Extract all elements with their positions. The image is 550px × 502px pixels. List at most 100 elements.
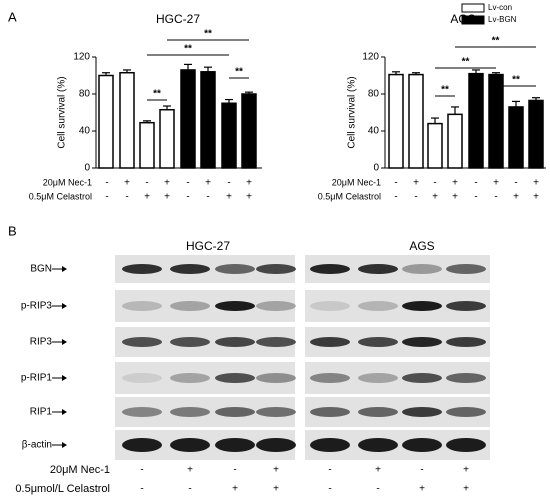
band: [402, 301, 442, 311]
band: [122, 337, 162, 347]
condition-sign: +: [164, 178, 170, 189]
band: [122, 407, 162, 417]
y-tick-label: 120: [73, 52, 90, 63]
condition-sign: -: [420, 465, 423, 476]
band: [256, 264, 296, 274]
band: [256, 407, 296, 417]
band: [256, 373, 296, 383]
bar: [159, 108, 175, 169]
y-tick-label: 0: [84, 163, 90, 174]
band: [358, 264, 398, 274]
condition-label: 20μM Nec-1: [332, 177, 381, 187]
band: [122, 438, 162, 452]
condition-sign: -: [494, 192, 497, 203]
y-tick-label: 80: [368, 89, 380, 100]
condition-sign: +: [246, 178, 252, 189]
y-axis-label: Cell survival (%): [347, 76, 358, 148]
band: [358, 438, 398, 452]
significance-label: **: [462, 57, 470, 68]
panel-label: B: [8, 223, 17, 238]
legend-label: Lv-con: [488, 3, 512, 12]
condition-sign: -: [328, 465, 331, 476]
bar: [528, 99, 544, 169]
condition-sign: -: [206, 192, 209, 203]
condition-label: 20μM Nec-1: [43, 177, 92, 187]
band: [402, 438, 442, 452]
condition-sign: -: [233, 465, 236, 476]
condition-sign: -: [414, 192, 417, 203]
bar: [180, 69, 196, 169]
condition-sign: +: [273, 484, 279, 495]
legend-swatch: [461, 15, 485, 25]
bar: [427, 122, 443, 169]
band: [358, 337, 398, 347]
band: [170, 301, 210, 311]
condition-sign: -: [140, 484, 143, 495]
condition-sign: +: [375, 465, 381, 476]
band: [358, 301, 398, 311]
condition-sign: +: [232, 484, 238, 495]
bar: [119, 71, 135, 169]
y-axis-label: Cell survival (%): [57, 76, 68, 148]
condition-sign: +: [226, 192, 232, 203]
band: [402, 407, 442, 417]
arrow-head: [62, 442, 67, 448]
condition-sign: -: [394, 178, 397, 189]
band: [446, 264, 486, 274]
band: [446, 438, 486, 452]
band: [122, 264, 162, 274]
y-tick-label: 40: [79, 126, 91, 137]
band: [215, 438, 255, 452]
bar: [200, 71, 216, 169]
blot-strip: [115, 362, 295, 394]
condition-label: 0.5μM Celastrol: [29, 191, 92, 201]
arrow-head: [62, 339, 67, 345]
condition-sign: -: [186, 178, 189, 189]
band: [446, 407, 486, 417]
band: [215, 373, 255, 383]
significance-label: **: [512, 75, 520, 86]
bar: [139, 121, 155, 169]
band: [446, 337, 486, 347]
condition-sign: +: [493, 178, 499, 189]
condition-sign: +: [432, 192, 438, 203]
condition-sign: -: [328, 484, 331, 495]
protein-label: p-RIP3: [21, 301, 53, 312]
band: [122, 301, 162, 311]
condition-label: 0.5μM Celastrol: [318, 191, 381, 201]
protein-label: BGN: [30, 264, 52, 275]
significance-label: **: [235, 67, 243, 78]
condition-sign: +: [452, 178, 458, 189]
condition-sign: +: [273, 465, 279, 476]
significance-label: **: [204, 29, 212, 40]
condition-sign: +: [144, 192, 150, 203]
y-tick-label: 80: [79, 89, 91, 100]
chart-title: HGC-27: [156, 12, 200, 26]
bar: [388, 73, 404, 169]
band: [170, 337, 210, 347]
protein-label: RIP3: [30, 337, 53, 348]
protein-label: p-RIP1: [21, 373, 53, 384]
bar: [221, 102, 237, 169]
condition-sign: +: [533, 178, 539, 189]
condition-sign: -: [514, 178, 517, 189]
condition-sign: -: [145, 178, 148, 189]
bar: [508, 106, 524, 169]
condition-sign: -: [474, 178, 477, 189]
condition-sign: +: [205, 178, 211, 189]
condition-sign: +: [164, 192, 170, 203]
band: [310, 337, 350, 347]
blot-title: AGS: [409, 239, 434, 253]
y-tick-label: 120: [362, 52, 379, 63]
bar: [447, 113, 463, 169]
band: [122, 373, 162, 383]
arrow-head: [62, 266, 67, 272]
band: [310, 438, 350, 452]
band: [310, 407, 350, 417]
condition-sign: -: [227, 178, 230, 189]
bar: [408, 73, 424, 169]
y-tick-label: 0: [373, 163, 379, 174]
blot-title: HGC-27: [186, 239, 230, 253]
condition-sign: -: [186, 192, 189, 203]
bar: [488, 73, 504, 169]
